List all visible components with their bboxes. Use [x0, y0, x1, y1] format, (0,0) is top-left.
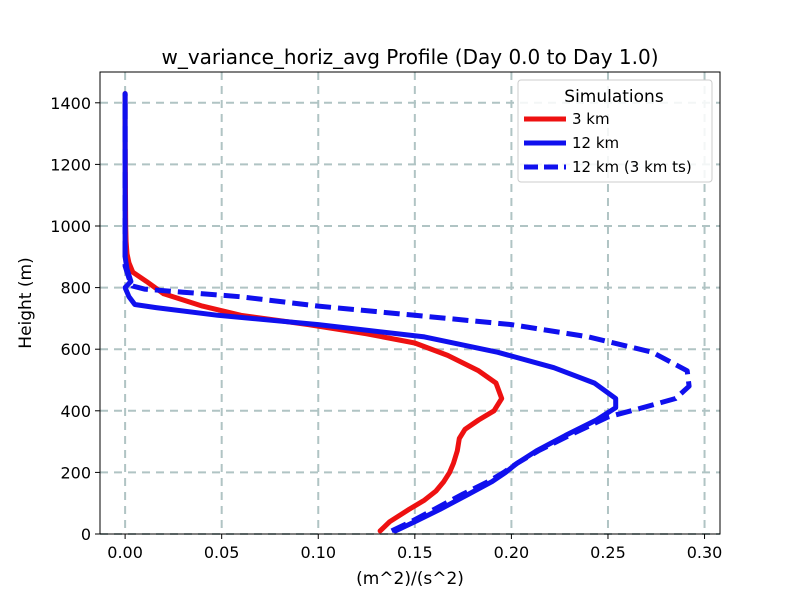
legend: Simulations 3 km 12 km 12 km (3 km ts) — [517, 79, 713, 183]
y-tick-label: 600 — [60, 340, 91, 359]
x-tick-label: 0.00 — [107, 543, 143, 562]
x-tick-label: 0.15 — [397, 543, 433, 562]
series-layer — [122, 91, 692, 534]
y-tick-label: 200 — [60, 463, 91, 482]
legend-title: Simulations — [564, 87, 664, 107]
y-tick-label: 1400 — [50, 94, 91, 113]
legend-label-3km: 3 km — [572, 110, 610, 128]
x-tick-label: 0.10 — [300, 543, 336, 562]
legend-label-12km: 12 km — [572, 134, 619, 152]
chart-title: w_variance_horiz_avg Profile (Day 0.0 to… — [161, 45, 658, 69]
x-tick-label: 0.05 — [204, 543, 240, 562]
y-tick-label: 1000 — [50, 217, 91, 236]
x-tick-label: 0.30 — [687, 543, 723, 562]
plot-frame — [99, 71, 721, 535]
series-line-12-km-3-km-ts — [122, 93, 692, 534]
tick-layer: 0.00 0.05 0.10 0.15 0.20 0.25 0.30 0 200 400 600 80… — [50, 94, 722, 562]
y-tick-label: 800 — [60, 279, 91, 298]
x-axis-title: (m^2)/(s^2) — [356, 569, 464, 589]
y-tick-label: 1200 — [50, 155, 91, 174]
y-axis-title: Height (m) — [16, 257, 36, 348]
y-tick-label: 400 — [60, 402, 91, 421]
x-tick-label: 0.25 — [590, 543, 626, 562]
y-tick-label: 0 — [81, 525, 91, 544]
legend-box — [517, 79, 713, 183]
legend-label-12km-3km-ts: 12 km (3 km ts) — [572, 158, 692, 176]
x-tick-label: 0.20 — [494, 543, 530, 562]
